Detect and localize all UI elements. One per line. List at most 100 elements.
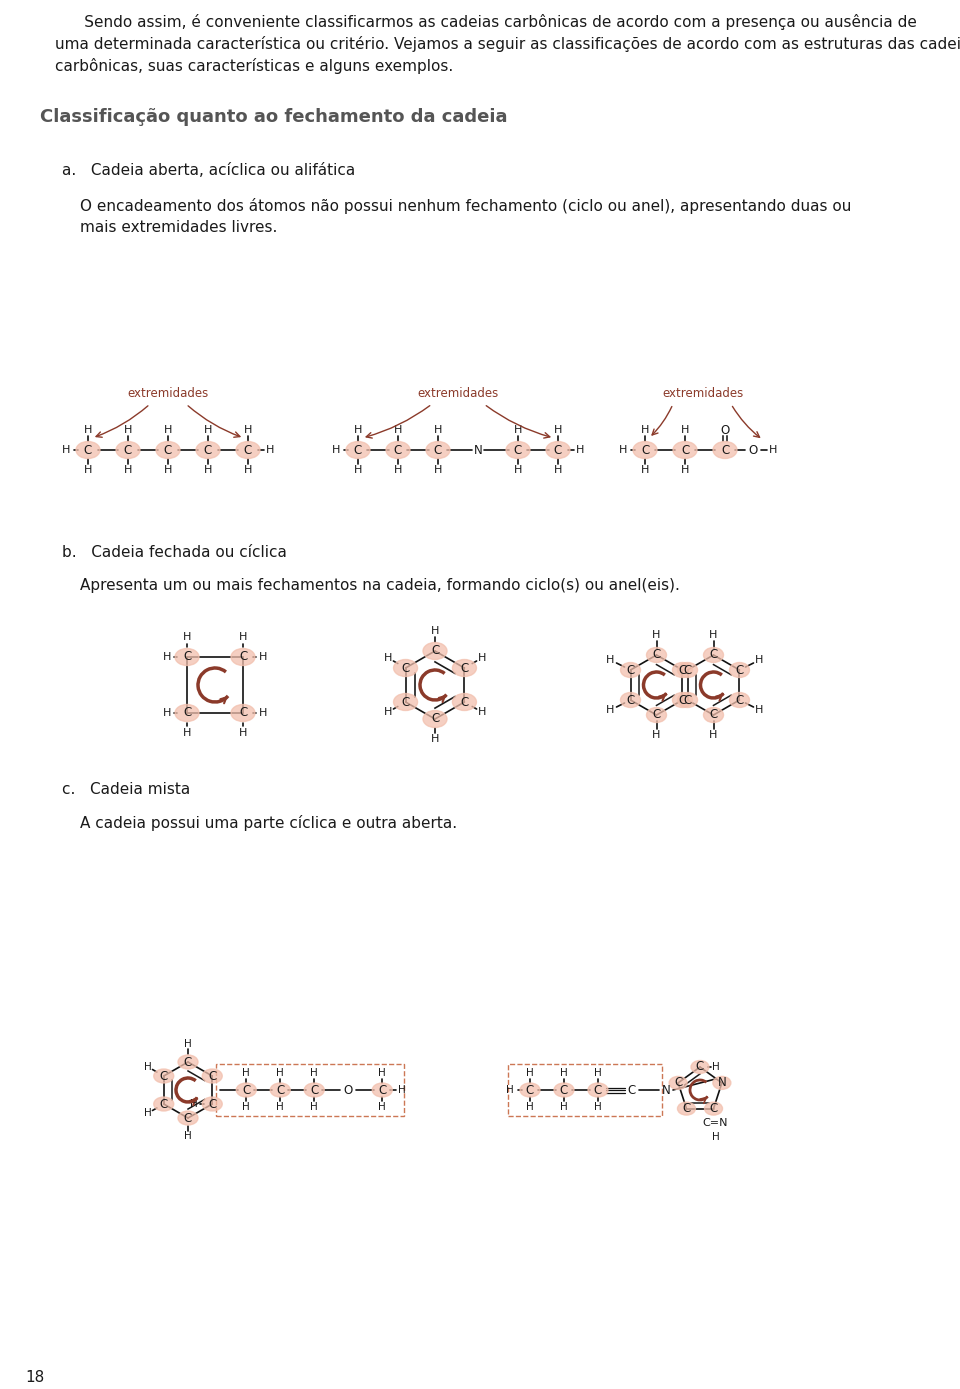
Ellipse shape (678, 1101, 695, 1115)
Text: N: N (717, 1076, 727, 1089)
Text: C: C (124, 443, 132, 457)
Text: C: C (204, 443, 212, 457)
Text: H: H (164, 465, 172, 475)
Text: H: H (190, 1099, 198, 1108)
Ellipse shape (691, 1060, 709, 1074)
Text: H: H (259, 651, 267, 663)
Text: a.   Cadeia aberta, acíclica ou alifática: a. Cadeia aberta, acíclica ou alifática (62, 163, 355, 178)
Text: H: H (477, 653, 486, 663)
Text: C: C (674, 1076, 683, 1089)
Text: H: H (554, 465, 563, 475)
Bar (508, 1064, 662, 1115)
Ellipse shape (231, 704, 255, 721)
Text: H: H (266, 444, 275, 456)
Text: C: C (594, 1083, 602, 1096)
Text: H: H (61, 444, 70, 456)
Text: H: H (681, 465, 689, 475)
Text: C: C (164, 443, 172, 457)
Text: H: H (204, 425, 212, 435)
Text: C: C (560, 1083, 568, 1096)
Text: H: H (576, 444, 585, 456)
Ellipse shape (426, 442, 450, 458)
Ellipse shape (704, 647, 724, 663)
Ellipse shape (203, 1070, 223, 1083)
Text: C: C (709, 1101, 718, 1115)
Text: C: C (696, 1060, 704, 1074)
Text: C: C (239, 707, 247, 720)
Ellipse shape (76, 442, 100, 458)
Text: H: H (354, 465, 362, 475)
Text: H: H (756, 706, 763, 715)
Ellipse shape (394, 660, 418, 676)
Text: H: H (124, 425, 132, 435)
Text: C: C (735, 693, 744, 707)
Text: C: C (684, 664, 691, 676)
Text: C: C (401, 661, 410, 675)
Text: H: H (641, 425, 649, 435)
Text: H: H (204, 465, 212, 475)
Text: C: C (460, 696, 468, 708)
Text: C: C (378, 1083, 386, 1096)
Text: H: H (712, 1063, 720, 1072)
Text: N: N (473, 443, 482, 457)
Text: A cadeia possui uma parte cíclica e outra aberta.: A cadeia possui uma parte cíclica e outr… (80, 815, 457, 831)
Text: H: H (276, 1101, 284, 1113)
Ellipse shape (452, 660, 476, 676)
Text: H: H (681, 425, 689, 435)
Text: C: C (401, 696, 410, 708)
Ellipse shape (116, 442, 140, 458)
Text: H: H (711, 1132, 719, 1142)
Ellipse shape (203, 1097, 223, 1111)
Ellipse shape (713, 442, 737, 458)
Text: C: C (244, 443, 252, 457)
Ellipse shape (154, 1070, 174, 1083)
Text: C: C (735, 664, 744, 676)
Text: H: H (477, 707, 486, 717)
Ellipse shape (678, 693, 698, 707)
Text: H: H (506, 1085, 514, 1095)
Text: H: H (769, 444, 778, 456)
Text: C: C (681, 443, 689, 457)
Text: H: H (398, 1085, 406, 1095)
Text: H: H (259, 708, 267, 718)
Text: C: C (653, 708, 660, 721)
Text: C: C (684, 693, 691, 707)
Ellipse shape (154, 1097, 174, 1111)
Ellipse shape (156, 442, 180, 458)
Ellipse shape (588, 1083, 608, 1097)
Text: H: H (310, 1068, 318, 1078)
Text: O: O (720, 424, 730, 436)
Ellipse shape (236, 1083, 256, 1097)
Text: H: H (641, 465, 649, 475)
Text: C: C (208, 1097, 216, 1110)
Text: H: H (184, 1131, 192, 1140)
Ellipse shape (705, 1101, 723, 1115)
Text: extremidades: extremidades (128, 388, 208, 400)
Text: C: C (460, 661, 468, 675)
Text: H: H (526, 1101, 534, 1113)
Text: Sendo assim, é conveniente classificarmos as cadeias carbônicas de acordo com a : Sendo assim, é conveniente classificarmo… (55, 14, 917, 31)
Text: C: C (679, 664, 686, 676)
Ellipse shape (673, 442, 697, 458)
Text: H: H (84, 465, 92, 475)
Text: C: C (679, 693, 686, 707)
Ellipse shape (554, 1083, 574, 1097)
Text: H: H (607, 656, 614, 665)
Ellipse shape (196, 442, 220, 458)
Text: H: H (144, 1063, 152, 1072)
Text: H: H (182, 728, 191, 738)
Text: C: C (721, 443, 730, 457)
Text: O encadeamento dos átomos não possui nenhum fechamento (ciclo ou anel), apresent: O encadeamento dos átomos não possui nen… (80, 199, 852, 214)
Text: C: C (626, 693, 635, 707)
Text: mais extremidades livres.: mais extremidades livres. (80, 219, 277, 235)
Ellipse shape (673, 663, 692, 678)
Text: C: C (554, 443, 563, 457)
Ellipse shape (178, 1056, 198, 1070)
Ellipse shape (506, 442, 530, 458)
Text: uma determinada característica ou critério. Vejamos a seguir as classificações d: uma determinada característica ou critér… (55, 36, 960, 51)
Text: C: C (159, 1097, 168, 1110)
Text: H: H (164, 425, 172, 435)
Text: H: H (276, 1068, 284, 1078)
Text: H: H (384, 653, 393, 663)
Text: H: H (378, 1068, 386, 1078)
